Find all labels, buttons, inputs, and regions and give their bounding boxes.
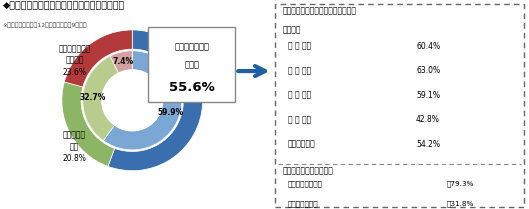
Wedge shape [65, 30, 132, 87]
Text: ※円グラフの外側が12月調査，内側は9月調査: ※円グラフの外側が12月調査，内側は9月調査 [3, 22, 87, 28]
Text: 定期昇給: 定期昇給 [288, 181, 323, 187]
Text: 63.0%: 63.0% [416, 66, 440, 75]
Text: ：79.3%: ：79.3% [447, 181, 475, 187]
Text: サービス業：: サービス業： [288, 140, 316, 149]
Text: ◆２０１５年度の所定内賃金の動向（全産業）: ◆２０１５年度の所定内賃金の動向（全産業） [3, 1, 125, 10]
Text: 59.1%: 59.1% [416, 91, 440, 100]
Text: 卸 売 業：: 卸 売 業： [288, 91, 311, 100]
Text: ：31.8%: ：31.8% [447, 201, 475, 207]
Text: 60.4%: 60.4% [416, 42, 440, 51]
Text: 55.6%: 55.6% [169, 80, 215, 94]
Text: 32.7%: 32.7% [79, 93, 106, 102]
Text: ＜賃金引き上げの内容＞: ＜賃金引き上げの内容＞ [282, 166, 334, 175]
Text: 製 造 業：: 製 造 業： [288, 66, 311, 75]
Text: 54.2%: 54.2% [416, 140, 440, 149]
Text: 59.9%: 59.9% [157, 108, 184, 117]
Text: 賃金の引き上げ: 賃金の引き上げ [174, 43, 209, 52]
Text: ＜業種別の賃金を引き上げる企業の: ＜業種別の賃金を引き上げる企業の [282, 6, 357, 15]
Text: 7.4%: 7.4% [113, 57, 134, 66]
Text: 小 売 業：: 小 売 業： [288, 115, 311, 124]
Text: 42.8%: 42.8% [416, 115, 440, 124]
Text: 建 設 業：: 建 設 業： [288, 42, 311, 51]
Wedge shape [62, 82, 115, 166]
Wedge shape [110, 51, 132, 73]
Text: を実施: を実施 [184, 60, 199, 69]
Wedge shape [103, 51, 182, 150]
FancyBboxPatch shape [148, 27, 235, 102]
Text: 割合＞: 割合＞ [282, 25, 301, 34]
Wedge shape [108, 30, 203, 171]
Circle shape [102, 70, 162, 131]
Text: ベースアップ: ベースアップ [288, 201, 318, 207]
Wedge shape [83, 56, 118, 141]
Text: 現時点では
未定
20.8%: 現時点では 未定 20.8% [63, 130, 87, 163]
Text: 賃金の引き上げ
は見送る
23.6%: 賃金の引き上げ は見送る 23.6% [59, 44, 91, 77]
FancyBboxPatch shape [275, 4, 524, 207]
